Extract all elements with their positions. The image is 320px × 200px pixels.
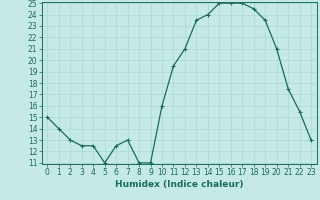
X-axis label: Humidex (Indice chaleur): Humidex (Indice chaleur): [115, 180, 244, 189]
